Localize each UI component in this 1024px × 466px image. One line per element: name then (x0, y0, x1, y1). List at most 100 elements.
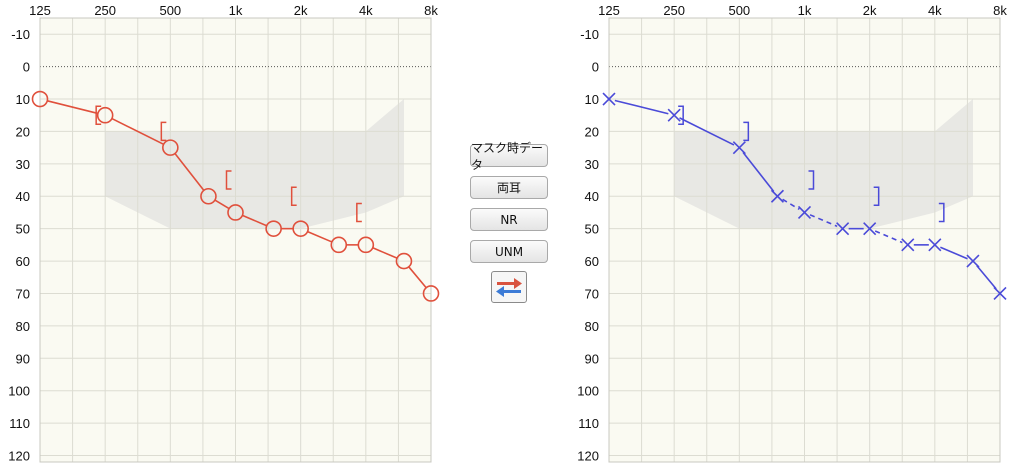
right-ear-air-conduction-point (31, 90, 49, 108)
right-ear-y-tick-label: 90 (16, 351, 30, 366)
left-ear-air-conduction-segment (742, 151, 775, 193)
left-ear-x-tick-label: 8k (993, 3, 1007, 18)
right-ear-air-conduction-point (292, 220, 309, 237)
left-ear-air-conduction-segment (614, 99, 669, 115)
right-ear-air-conduction-point (200, 187, 217, 205)
right-ear-x-tick-label: 125 (29, 3, 51, 18)
unm-button[interactable]: UNM (470, 240, 548, 263)
right-ear-y-tick-label: 30 (16, 157, 30, 172)
left-ear-x-tick-label: 1k (798, 3, 812, 18)
right-ear-air-conduction-segment (372, 247, 398, 259)
left-ear-y-tick-label: 90 (585, 351, 599, 366)
right-ear-y-tick-label: 80 (16, 319, 30, 334)
right-ear-air-conduction-segment (111, 117, 164, 146)
left-ear-y-tick-label: 20 (585, 124, 599, 139)
left-ear-air-conduction-segment (940, 246, 968, 260)
right-ear-x-tick-label: 4k (359, 3, 373, 18)
left-ear-air-conduction-segment (809, 214, 838, 228)
left-ear-y-tick-label: -10 (580, 27, 599, 42)
left-ear-x-tick-label: 250 (663, 3, 685, 18)
left-ear-air-conduction-point (928, 238, 942, 252)
right-ear-x-tick-label: 500 (159, 3, 181, 18)
left-ear-air-conduction-point (836, 222, 850, 236)
left-ear-air-conduction-segment (976, 265, 997, 290)
right-ear-air-conduction-point (330, 236, 348, 254)
right-ear-audiogram: 125 250 500 1k 2k 4k 8k -10 0 10 20 30 40 50 60 70 80 90 1… (8, 3, 440, 464)
left-ear-x-tick-label: 2k (863, 3, 877, 18)
left-ear-air-conduction-point (901, 238, 915, 252)
left-ear-y-tick-label: 70 (585, 286, 599, 301)
left-ear-y-tick-label: 60 (585, 254, 599, 269)
right-ear-x-tick-label: 1k (229, 3, 243, 18)
right-ear-bone-conduction-marker (160, 121, 167, 142)
left-ear-x-tick-label: 4k (928, 3, 942, 18)
left-ear-y-tick-label: 50 (585, 222, 599, 237)
left-ear-air-conduction-segment (679, 117, 735, 146)
left-ear-bone-conduction-marker (808, 170, 815, 190)
left-ear-plot-border (608, 17, 1001, 463)
left-ear-air-conduction-point (602, 92, 616, 106)
left-ear-air-conduction-segment (782, 198, 800, 211)
left-ear-bone-conduction-marker (873, 186, 880, 206)
left-ear-x-tick-label: 125 (598, 3, 620, 18)
right-ear-air-conduction-point (357, 236, 375, 254)
right-ear-air-conduction-segment (174, 153, 205, 191)
both-ears-button[interactable]: 両耳 (470, 176, 548, 199)
left-ear-air-conduction-point (770, 189, 785, 203)
right-ear-bone-conduction-marker (290, 186, 297, 206)
right-ear-air-conduction-segment (47, 100, 99, 115)
left-ear-air-conduction-segment (874, 230, 903, 244)
left-ear-y-tick-label: 0 (592, 60, 599, 75)
arrow-left-icon (496, 286, 521, 297)
left-ear-x-tick-label: 500 (728, 3, 750, 18)
left-ear-air-conduction-point (797, 205, 812, 220)
right-ear-y-tick-label: 120 (8, 449, 30, 464)
right-ear-y-tick-label: 100 (8, 384, 30, 399)
right-ear-plot-border (39, 17, 432, 463)
left-ear-y-tick-label: 10 (585, 92, 599, 107)
right-ear-air-conduction-point (227, 204, 244, 221)
left-ear-audiogram: 125 250 500 1k 2k 4k 8k -10 0 10 20 30 40 50 60 70 80 90 1… (577, 3, 1007, 464)
left-ear-air-conduction-point (667, 108, 681, 122)
right-ear-y-tick-label: 50 (16, 222, 30, 237)
right-ear-y-tick-label: 70 (16, 286, 30, 301)
right-ear-bone-conduction-marker (356, 202, 362, 223)
right-ear-x-tick-label: 8k (424, 3, 438, 18)
right-ear-air-conduction-point (162, 139, 179, 156)
left-ear-air-conduction-point (966, 254, 980, 268)
right-ear-air-conduction-point (422, 285, 440, 302)
right-ear-air-conduction-segment (408, 266, 427, 289)
right-ear-air-conduction-segment (307, 230, 333, 243)
left-ear-bone-conduction-marker (743, 121, 750, 142)
arrow-right-icon (497, 278, 522, 289)
right-ear-x-tick-label: 2k (294, 3, 308, 18)
right-ear-air-conduction-point (395, 252, 413, 270)
left-ear-bone-conduction-marker (678, 105, 684, 125)
mask-data-button[interactable]: マスク時データ (470, 141, 548, 172)
swap-ears-button[interactable] (491, 271, 527, 303)
left-ear-air-conduction-point (993, 286, 1007, 301)
right-ear-air-conduction-point (265, 220, 282, 237)
left-ear-bone-conduction-marker (938, 202, 945, 223)
left-ear-y-tick-label: 80 (585, 319, 599, 334)
right-ear-y-tick-label: 20 (16, 124, 30, 139)
swap-arrows-icon (496, 278, 522, 297)
right-ear-y-tick-label: 60 (16, 254, 30, 269)
nr-button[interactable]: NR (470, 208, 548, 231)
right-ear-y-tick-label: 10 (16, 92, 30, 107)
left-ear-y-tick-label: 40 (585, 189, 599, 204)
left-ear-y-tick-label: 110 (578, 416, 599, 431)
right-ear-x-tick-label: 250 (94, 3, 116, 18)
right-ear-y-tick-label: 0 (23, 60, 30, 75)
right-ear-bone-conduction-marker (95, 105, 102, 125)
right-ear-y-tick-label: 40 (16, 189, 30, 204)
right-ear-air-conduction-segment (242, 214, 268, 227)
left-ear-air-conduction-point (732, 141, 746, 155)
right-ear-y-tick-label: -10 (11, 27, 30, 42)
left-ear-y-tick-label: 120 (577, 449, 599, 464)
right-ear-air-conduction-segment (214, 199, 230, 210)
right-ear-air-conduction-point (96, 106, 114, 124)
left-ear-y-tick-label: 100 (577, 384, 599, 399)
right-ear-bone-conduction-marker (225, 170, 232, 190)
left-ear-y-tick-label: 30 (585, 157, 599, 172)
